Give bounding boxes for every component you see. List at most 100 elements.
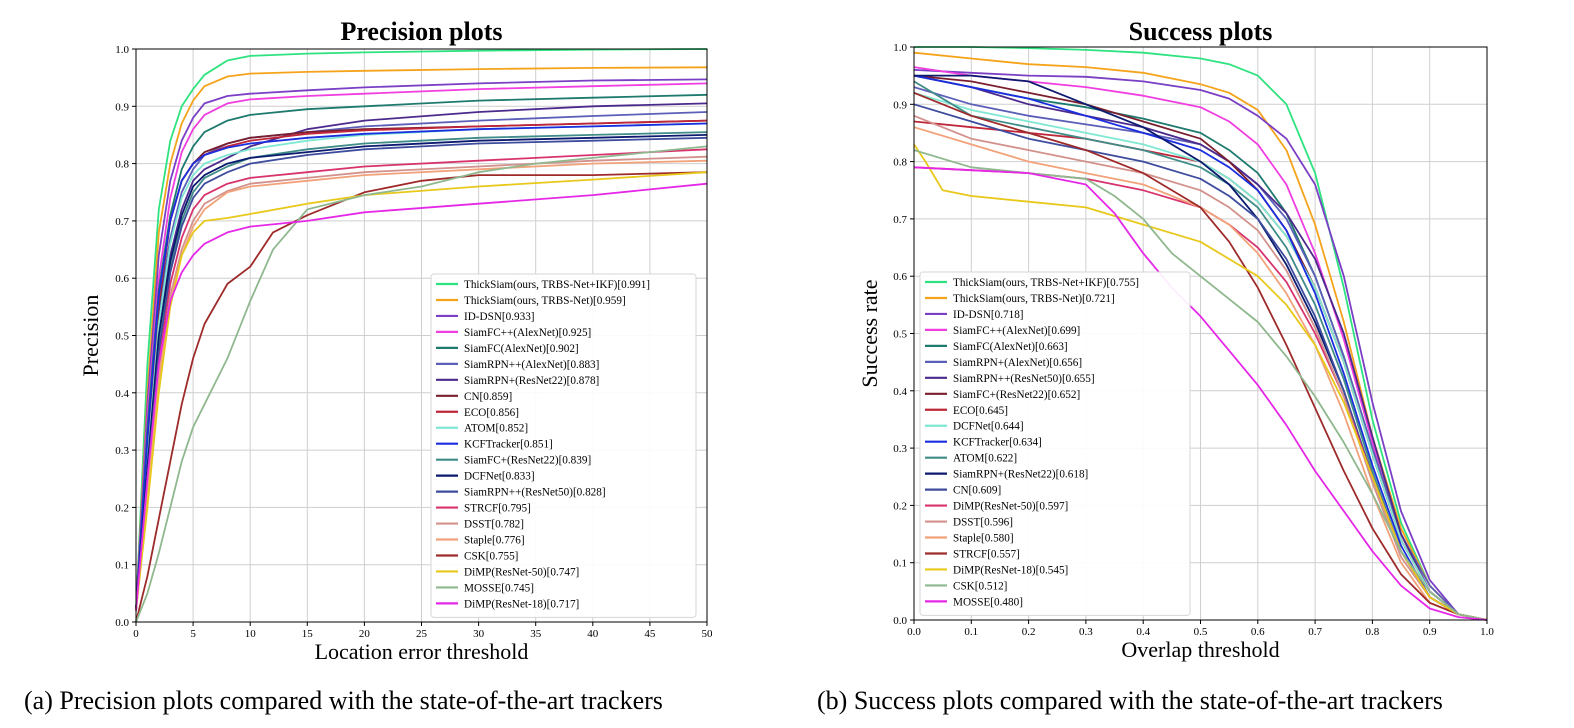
legend-label: DiMP(ResNet-18)[0.545] [953,564,1068,576]
caption-success: (b) Success plots compared with the stat… [817,686,1443,715]
legend-label: ECO[0.856] [464,407,519,419]
x-tick-label: 0.9 [1423,626,1437,638]
legend-label: SiamRPN+(AlexNet)[0.656] [953,357,1082,369]
legend-label: SiamRPN++(ResNet50)[0.655] [953,373,1095,385]
legend-label: SiamFC++(AlexNet)[0.925] [464,327,591,339]
x-tick-label: 5 [190,628,196,640]
y-tick-label: 0.5 [893,329,907,341]
y-tick-label: 0.0 [115,617,129,629]
precision-plot: Precision plots 0 5 10 15 20 25 30 35 40 45 50 0.0 0.… [78,17,713,664]
x-axis-label: Location error threshold [315,639,529,664]
legend-label: STRCF[0.795] [464,503,531,515]
legend-label: Staple[0.580] [953,533,1014,545]
success-plot-panel: Success plots 0.0 0.1 0.2 0.3 0.4 0.5 0.6 0.7 0.8… [787,0,1574,685]
series-line [913,114,1488,621]
series-line [135,134,708,611]
legend-box [430,273,697,618]
x-tick-label: 25 [416,628,428,640]
legend-label: KCFTracker[0.634] [953,437,1042,449]
y-tick-label: 0.8 [115,159,129,171]
x-tick-label: 15 [302,628,314,640]
x-tick-label: 0.8 [1366,626,1380,638]
legend-label: CN[0.859] [464,391,512,403]
series-line [913,149,1488,621]
x-tick-label: 10 [245,628,257,640]
legend-label: ECO[0.645] [953,405,1008,417]
x-tick-label: 0.0 [907,626,921,638]
y-tick-label: 0.7 [115,216,129,228]
legend-label: DSST[0.782] [464,519,524,531]
legend-label: ATOM[0.622] [953,453,1017,465]
legend-label: SiamRPN++(ResNet50)[0.828] [464,487,606,499]
legend-label: STRCF[0.557] [953,548,1020,560]
chart-title: Success plots [1129,17,1273,46]
series-line [913,91,1488,621]
legend-label: ATOM[0.852] [464,423,528,435]
y-axis-label: Precision [78,295,103,377]
series-line [135,182,708,611]
legend-label: ID-DSN[0.933] [464,311,535,323]
x-tick-label: 0.4 [1136,626,1150,638]
legend-label: DSST[0.596] [953,517,1013,529]
legend-label: Staple[0.776] [464,535,525,547]
x-tick-label: 0.6 [1251,626,1265,638]
x-tick-label: 0.2 [1022,626,1036,638]
x-tick-label: 45 [644,628,656,640]
series-line [135,136,708,611]
x-tick-label: 0.7 [1308,626,1322,638]
series-line [135,66,708,611]
x-tick-label: 30 [473,628,485,640]
y-tick-label: 0.4 [115,388,129,400]
y-tick-label: 0.9 [115,101,129,113]
legend-label: DCFNet[0.833] [464,471,535,483]
legend-label: SiamFC+(ResNet22)[0.839] [464,455,591,467]
x-tick-label: 0.5 [1194,626,1208,638]
series-line [913,91,1488,621]
series-line [135,145,708,623]
caption-precision: (a) Precision plots compared with the st… [24,686,663,715]
legend-label: DiMP(ResNet-18)[0.717] [464,598,579,610]
series-line [135,159,708,611]
y-tick-label: 0.3 [115,445,129,457]
success-plot: Success plots 0.0 0.1 0.2 0.3 0.4 0.5 0.6 0.7 0.8… [857,17,1494,662]
series-line [913,166,1488,621]
legend-label: ThickSiam(ours, TRBS-Net)[0.959] [464,295,626,307]
legend-label: ThickSiam(ours, TRBS-Net+IKF)[0.991] [464,279,650,291]
y-tick-label: 0.9 [893,99,907,111]
legend-label: SiamRPN+(ResNet22)[0.878] [464,375,599,387]
y-tick-label: 0.6 [115,273,129,285]
x-tick-label: 0 [133,628,139,640]
series-line [135,78,708,611]
legend-label: CN[0.609] [953,485,1001,497]
series-line [135,82,708,611]
legend-label: SiamFC(AlexNet)[0.902] [464,343,579,355]
y-tick-label: 0.3 [893,443,907,455]
series-line [135,111,708,611]
y-tick-label: 0.6 [893,271,907,283]
series-line [135,171,708,623]
legend-label: SiamRPN+(ResNet22)[0.618] [953,469,1088,481]
legend-label: MOSSE[0.745] [464,582,534,594]
series-line [135,48,708,611]
x-tick-label: 40 [587,628,599,640]
legend-label: DiMP(ResNet-50)[0.747] [464,566,579,578]
series-line [913,86,1488,621]
legend-label: SiamRPN++(AlexNet)[0.883] [464,359,599,371]
series-line [913,51,1488,621]
series-line [913,69,1488,621]
legend-label: DCFNet[0.644] [953,421,1024,433]
series-line [135,122,708,611]
x-tick-label: 0.1 [964,626,978,638]
legend-label: DiMP(ResNet-50)[0.597] [953,501,1068,513]
series-line [913,74,1488,621]
x-tick-label: 0.3 [1079,626,1093,638]
precision-plot-panel: Precision plots 0 5 10 15 20 25 30 35 40 45 50 0.0 0.… [0,0,787,685]
y-tick-label: 0.1 [115,560,129,572]
series-line [914,46,1488,621]
legend-label: CSK[0.512] [953,580,1007,592]
legend-label: SiamFC++(AlexNet)[0.699] [953,325,1080,337]
x-tick-label: 1.0 [1480,626,1494,638]
y-tick-label: 0.7 [893,214,907,226]
legend-label: ThickSiam(ours, TRBS-Net)[0.721] [953,293,1115,305]
y-tick-label: 1.0 [115,44,129,56]
